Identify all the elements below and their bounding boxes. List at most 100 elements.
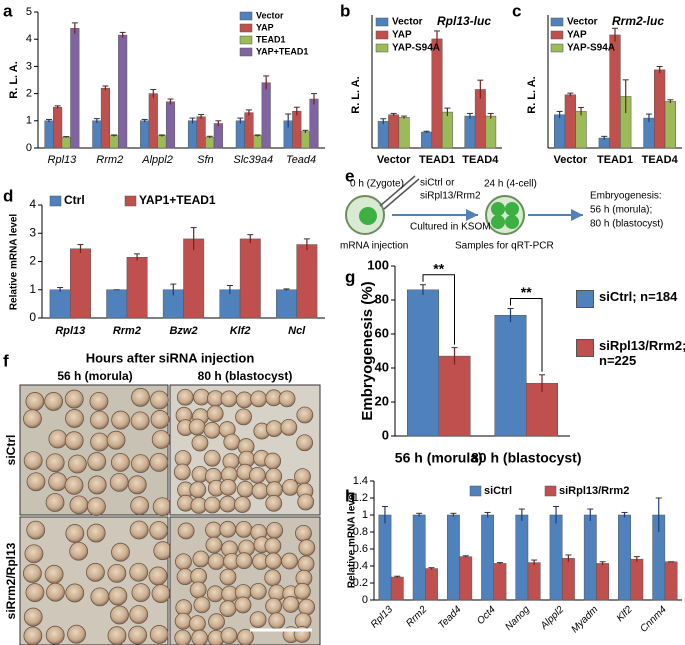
bar — [464, 115, 476, 149]
significance-bracket — [510, 298, 543, 372]
embryo — [110, 453, 130, 472]
blastomere — [505, 202, 519, 216]
embryo — [220, 390, 238, 408]
significance-label: ** — [433, 260, 444, 276]
embryo — [297, 493, 315, 511]
bar — [292, 111, 302, 149]
embryo — [278, 390, 296, 408]
embryo — [234, 596, 252, 614]
x-tick-label: Vector — [554, 154, 588, 166]
legend-swatch — [469, 485, 482, 497]
bar — [61, 136, 71, 149]
bar — [446, 514, 460, 601]
diagram-text: 56 h (morula); — [590, 205, 652, 216]
bar — [205, 136, 215, 149]
x-tick-label: Slc39a4 — [233, 154, 273, 166]
embryo — [26, 472, 46, 492]
embryo — [206, 405, 224, 423]
x-tick-label: Oct4 — [475, 604, 498, 627]
legend-label: siRpl13/Rrm2; n=225 — [599, 338, 685, 368]
legend-label: Vector — [256, 10, 284, 20]
x-tick-label: Rrm2 — [113, 325, 141, 337]
y-tick-label: 100 — [367, 257, 389, 272]
embryo — [149, 521, 169, 540]
embryo — [152, 497, 172, 517]
bar — [390, 576, 404, 601]
y-tick-label: 3 — [26, 60, 32, 72]
bar — [425, 568, 438, 601]
legend-label: Ctrl — [64, 193, 85, 207]
embryo — [129, 562, 149, 582]
y-tick-label: 0 — [29, 310, 36, 324]
pipette — [383, 178, 420, 210]
diagram-text: siRpl13/Rrm2 — [420, 191, 481, 202]
embryo — [25, 392, 45, 411]
bar — [183, 238, 205, 319]
y-tick-label: 4 — [26, 33, 32, 45]
bar — [377, 121, 389, 149]
bar — [561, 558, 575, 601]
bar — [70, 28, 80, 149]
y-tick-label: 20 — [375, 393, 389, 408]
y-tick-label: 0.4 — [353, 560, 368, 572]
bar — [187, 120, 198, 149]
embryo — [65, 524, 85, 543]
embryo — [67, 454, 87, 474]
x-tick-label: Rpl13 — [369, 604, 396, 631]
embryo — [45, 493, 65, 512]
embryo — [65, 583, 85, 603]
x-tick-label: Klf2 — [615, 604, 635, 624]
embryo — [24, 544, 44, 564]
x-tick-label: Ncl — [288, 325, 306, 337]
bar — [398, 117, 410, 149]
embryo — [130, 411, 150, 431]
embryo — [235, 552, 253, 570]
y-tick-label: 4 — [29, 197, 36, 211]
legend-swatch — [239, 11, 253, 21]
embryo — [296, 406, 314, 424]
bar — [70, 248, 91, 319]
embryo — [46, 582, 65, 602]
embryo — [175, 553, 192, 571]
bar — [244, 112, 254, 149]
embryo — [264, 452, 282, 470]
bar — [388, 114, 400, 149]
bar — [196, 116, 206, 149]
bar — [109, 135, 119, 149]
legend-label: YAP — [256, 22, 274, 32]
embryo — [44, 564, 64, 584]
embryo — [191, 629, 209, 645]
x-tick-label: Rpl13 — [48, 154, 78, 166]
embryo — [25, 583, 45, 602]
embryo — [130, 496, 150, 516]
embryo — [64, 389, 84, 409]
blastomere — [505, 215, 519, 229]
embryo — [23, 409, 42, 429]
embryo — [203, 421, 221, 439]
panel-label: a — [3, 1, 13, 20]
embryo — [173, 463, 191, 481]
embryo — [153, 541, 173, 561]
panel-label: c — [512, 1, 521, 20]
embryo — [48, 429, 68, 449]
y-axis-label: Relative mRNA level — [347, 492, 358, 589]
bar — [431, 38, 443, 149]
bar — [148, 93, 158, 149]
y-tick-label: 0.6 — [353, 543, 368, 555]
diagram-text: mRNA injection — [340, 241, 408, 252]
y-tick-label: 0.8 — [353, 526, 368, 538]
embryo — [193, 596, 211, 614]
embryo — [107, 564, 127, 583]
x-tick-label: Rpl13 — [55, 325, 85, 337]
y-tick-label: 2 — [26, 88, 32, 100]
embryo — [294, 582, 311, 600]
y-tick-label: 1 — [29, 282, 36, 296]
diagram-text: Cultured in KSOM — [410, 222, 491, 233]
panel-label: h — [345, 486, 355, 505]
legend-swatch — [550, 43, 564, 53]
embryo — [188, 418, 206, 436]
bar — [554, 114, 566, 149]
embryo — [233, 496, 251, 514]
legend-label: siCtrl — [484, 485, 512, 497]
column-header: 80 h (blastocyst) — [198, 369, 293, 383]
